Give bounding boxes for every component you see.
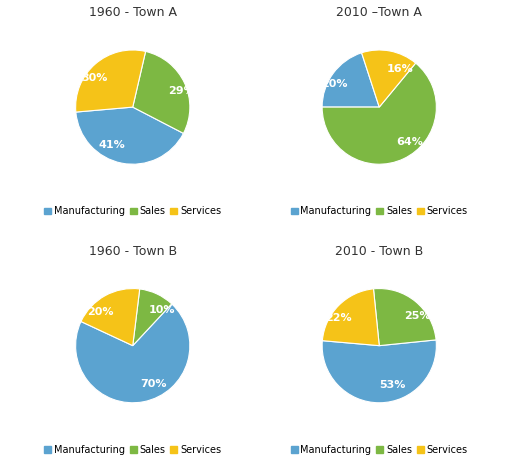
Wedge shape [373,289,436,346]
Title: 2010 –Town A: 2010 –Town A [336,6,422,19]
Title: 1960 - Town A: 1960 - Town A [89,6,177,19]
Wedge shape [322,53,379,107]
Title: 1960 - Town B: 1960 - Town B [89,245,177,258]
Wedge shape [81,289,140,346]
Text: 30%: 30% [81,73,107,83]
Text: 20%: 20% [88,307,114,316]
Title: 2010 - Town B: 2010 - Town B [335,245,423,258]
Text: 64%: 64% [396,137,423,147]
Text: 10%: 10% [149,305,176,316]
Text: 41%: 41% [98,140,125,150]
Text: 29%: 29% [168,86,195,96]
Legend: Manufacturing, Sales, Services: Manufacturing, Sales, Services [44,207,221,217]
Text: 16%: 16% [387,64,413,74]
Wedge shape [76,107,183,164]
Wedge shape [133,51,190,134]
Legend: Manufacturing, Sales, Services: Manufacturing, Sales, Services [291,445,468,455]
Text: 20%: 20% [322,79,348,89]
Wedge shape [322,63,436,164]
Wedge shape [323,289,379,346]
Legend: Manufacturing, Sales, Services: Manufacturing, Sales, Services [291,207,468,217]
Wedge shape [361,50,416,107]
Wedge shape [76,50,145,112]
Text: 70%: 70% [140,379,167,389]
Text: 53%: 53% [379,379,406,389]
Wedge shape [76,304,190,403]
Wedge shape [322,340,436,403]
Text: 25%: 25% [404,310,430,321]
Wedge shape [133,289,172,346]
Text: 22%: 22% [325,313,352,323]
Legend: Manufacturing, Sales, Services: Manufacturing, Sales, Services [44,445,221,455]
